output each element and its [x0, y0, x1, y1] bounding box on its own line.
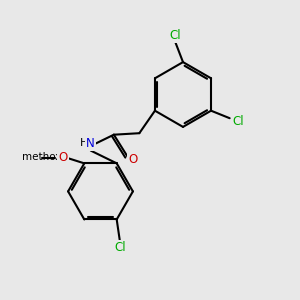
Text: Cl: Cl	[169, 28, 181, 42]
Text: O: O	[59, 151, 68, 164]
Text: Cl: Cl	[115, 241, 126, 254]
Text: Cl: Cl	[232, 115, 244, 128]
Text: O: O	[128, 153, 137, 167]
Text: methoxy: methoxy	[22, 152, 67, 162]
Text: O: O	[59, 152, 68, 164]
Text: N: N	[86, 137, 95, 150]
Text: H: H	[80, 138, 88, 148]
